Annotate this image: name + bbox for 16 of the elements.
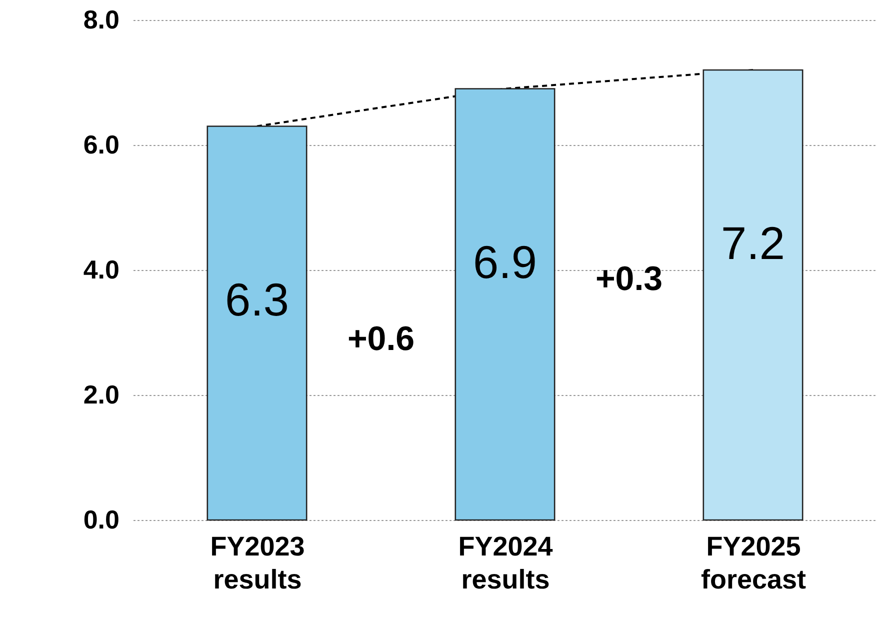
y-tick-label: 4.0: [83, 254, 120, 284]
data-label: 7.2: [721, 217, 785, 269]
data-label: 6.3: [225, 273, 289, 326]
y-tick-label: 6.0: [83, 130, 120, 160]
annotation: +0.3: [595, 260, 663, 298]
bar: [702, 69, 804, 521]
x-tick-label: FY2024 results: [458, 532, 553, 594]
bar: [206, 126, 308, 521]
bar: [454, 88, 556, 521]
data-label: 6.9: [473, 236, 537, 288]
y-tick-label: 2.0: [83, 380, 120, 410]
y-tick-label: 8.0: [83, 4, 120, 34]
annotation: +0.6: [347, 320, 415, 358]
x-tick-label: FY2025 forecast: [700, 532, 806, 594]
y-tick-label: 0.0: [83, 504, 120, 534]
x-tick-label: FY2023 results: [210, 532, 305, 594]
